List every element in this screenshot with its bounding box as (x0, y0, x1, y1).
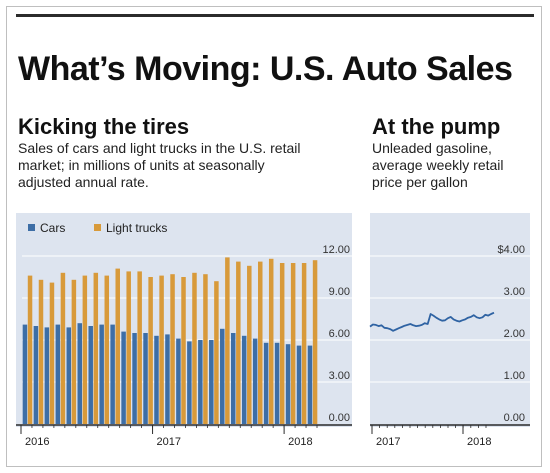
bar-cars (132, 333, 137, 424)
y-tick-label: 9.00 (329, 286, 350, 298)
y-tick-label: 0.00 (329, 412, 350, 424)
bar-cars (44, 327, 50, 424)
header-rule (16, 14, 534, 17)
bar-cars (154, 335, 159, 424)
bar-light-trucks (38, 279, 44, 424)
bar-cars (296, 345, 302, 424)
x-tick-label: 2017 (376, 436, 400, 448)
y-tick-label: $4.00 (497, 244, 525, 256)
bar-light-trucks (247, 265, 252, 424)
bar-cars (263, 342, 269, 424)
bar-cars (241, 335, 247, 424)
bar-cars (110, 324, 115, 424)
left-description-line: Sales of cars and light trucks in the U.… (18, 140, 301, 156)
left-description-line: adjusted annual rate. (18, 174, 149, 190)
bar-light-trucks (71, 279, 77, 424)
bar-light-trucks (93, 272, 99, 424)
right-panel-heading: At the pump (372, 114, 501, 139)
bar-light-trucks (27, 275, 33, 424)
left-description-line: market; in millions of units at seasonal… (18, 157, 265, 173)
bar-light-trucks (115, 268, 120, 424)
bar-light-trucks (312, 260, 318, 424)
left-panel-description: Sales of cars and light trucks in the U.… (18, 140, 358, 191)
bar-light-trucks (49, 282, 55, 424)
left-panel-heading: Kicking the tires (18, 114, 190, 139)
bar-light-trucks (279, 263, 285, 424)
bar-light-trucks (82, 275, 88, 424)
bar-light-trucks (301, 263, 307, 424)
line-chart-panel (370, 213, 530, 427)
bar-cars (307, 345, 313, 424)
gas-price-line (369, 311, 495, 332)
y-tick-label: 3.00 (329, 370, 350, 382)
bar-cars (252, 338, 258, 424)
right-description-line: Unleaded gasoline, (372, 140, 492, 156)
y-tick-label: 0.00 (504, 412, 525, 424)
bar-light-trucks (148, 277, 153, 424)
bar-light-trucks (192, 272, 197, 424)
bar-light-trucks (203, 274, 208, 424)
bar-cars (198, 340, 203, 424)
bar-light-trucks (137, 271, 142, 424)
bar-light-trucks (236, 261, 241, 424)
bar-cars (77, 323, 82, 424)
bar-cars (176, 338, 181, 424)
bar-light-trucks (60, 272, 66, 424)
bar-light-trucks (268, 258, 274, 424)
y-tick-label: 1.00 (504, 370, 525, 382)
bar-cars (220, 328, 225, 424)
bar-light-trucks (290, 263, 296, 424)
right-description-line: price per gallon (372, 174, 468, 190)
bar-cars (165, 334, 170, 424)
legend-label-light-trucks: Light trucks (106, 221, 167, 235)
bar-cars (285, 344, 291, 424)
bar-cars (187, 341, 192, 424)
bar-light-trucks (104, 275, 110, 424)
bar-light-trucks (170, 274, 175, 424)
bar-light-trucks (225, 257, 230, 424)
x-tick-label: 2016 (25, 436, 49, 448)
x-tick-label: 2018 (288, 436, 312, 448)
bar-cars (121, 331, 126, 424)
y-tick-label: 6.00 (329, 328, 350, 340)
right-description-line: average weekly retail (372, 157, 504, 173)
bar-light-trucks (159, 275, 164, 424)
bar-cars (88, 326, 93, 424)
bar-light-trucks (258, 261, 263, 424)
right-panel-description: Unleaded gasoline, average weekly retail… (372, 140, 537, 191)
legend-swatch-cars (28, 224, 35, 231)
figure-title: What’s Moving: U.S. Auto Sales (18, 50, 513, 88)
bar-cars (55, 324, 61, 424)
x-tick-label: 2017 (157, 436, 181, 448)
bar-light-trucks (214, 281, 219, 424)
bar-cars (230, 333, 236, 424)
bar-cars (274, 342, 280, 424)
bar-cars (33, 326, 39, 424)
y-tick-label: 3.00 (504, 286, 525, 298)
y-tick-label: 2.00 (504, 328, 525, 340)
legend-label-cars: Cars (40, 221, 65, 235)
legend-swatch-light-trucks (94, 224, 101, 231)
y-tick-label: 12.00 (322, 244, 350, 256)
bar-light-trucks (181, 277, 186, 424)
bar-cars (66, 327, 72, 424)
bar-cars (99, 324, 104, 424)
bar-cars (143, 333, 148, 424)
bar-cars (22, 324, 28, 424)
bar-light-trucks (126, 271, 131, 424)
x-tick-label: 2018 (467, 436, 491, 448)
bar-cars (209, 340, 214, 424)
